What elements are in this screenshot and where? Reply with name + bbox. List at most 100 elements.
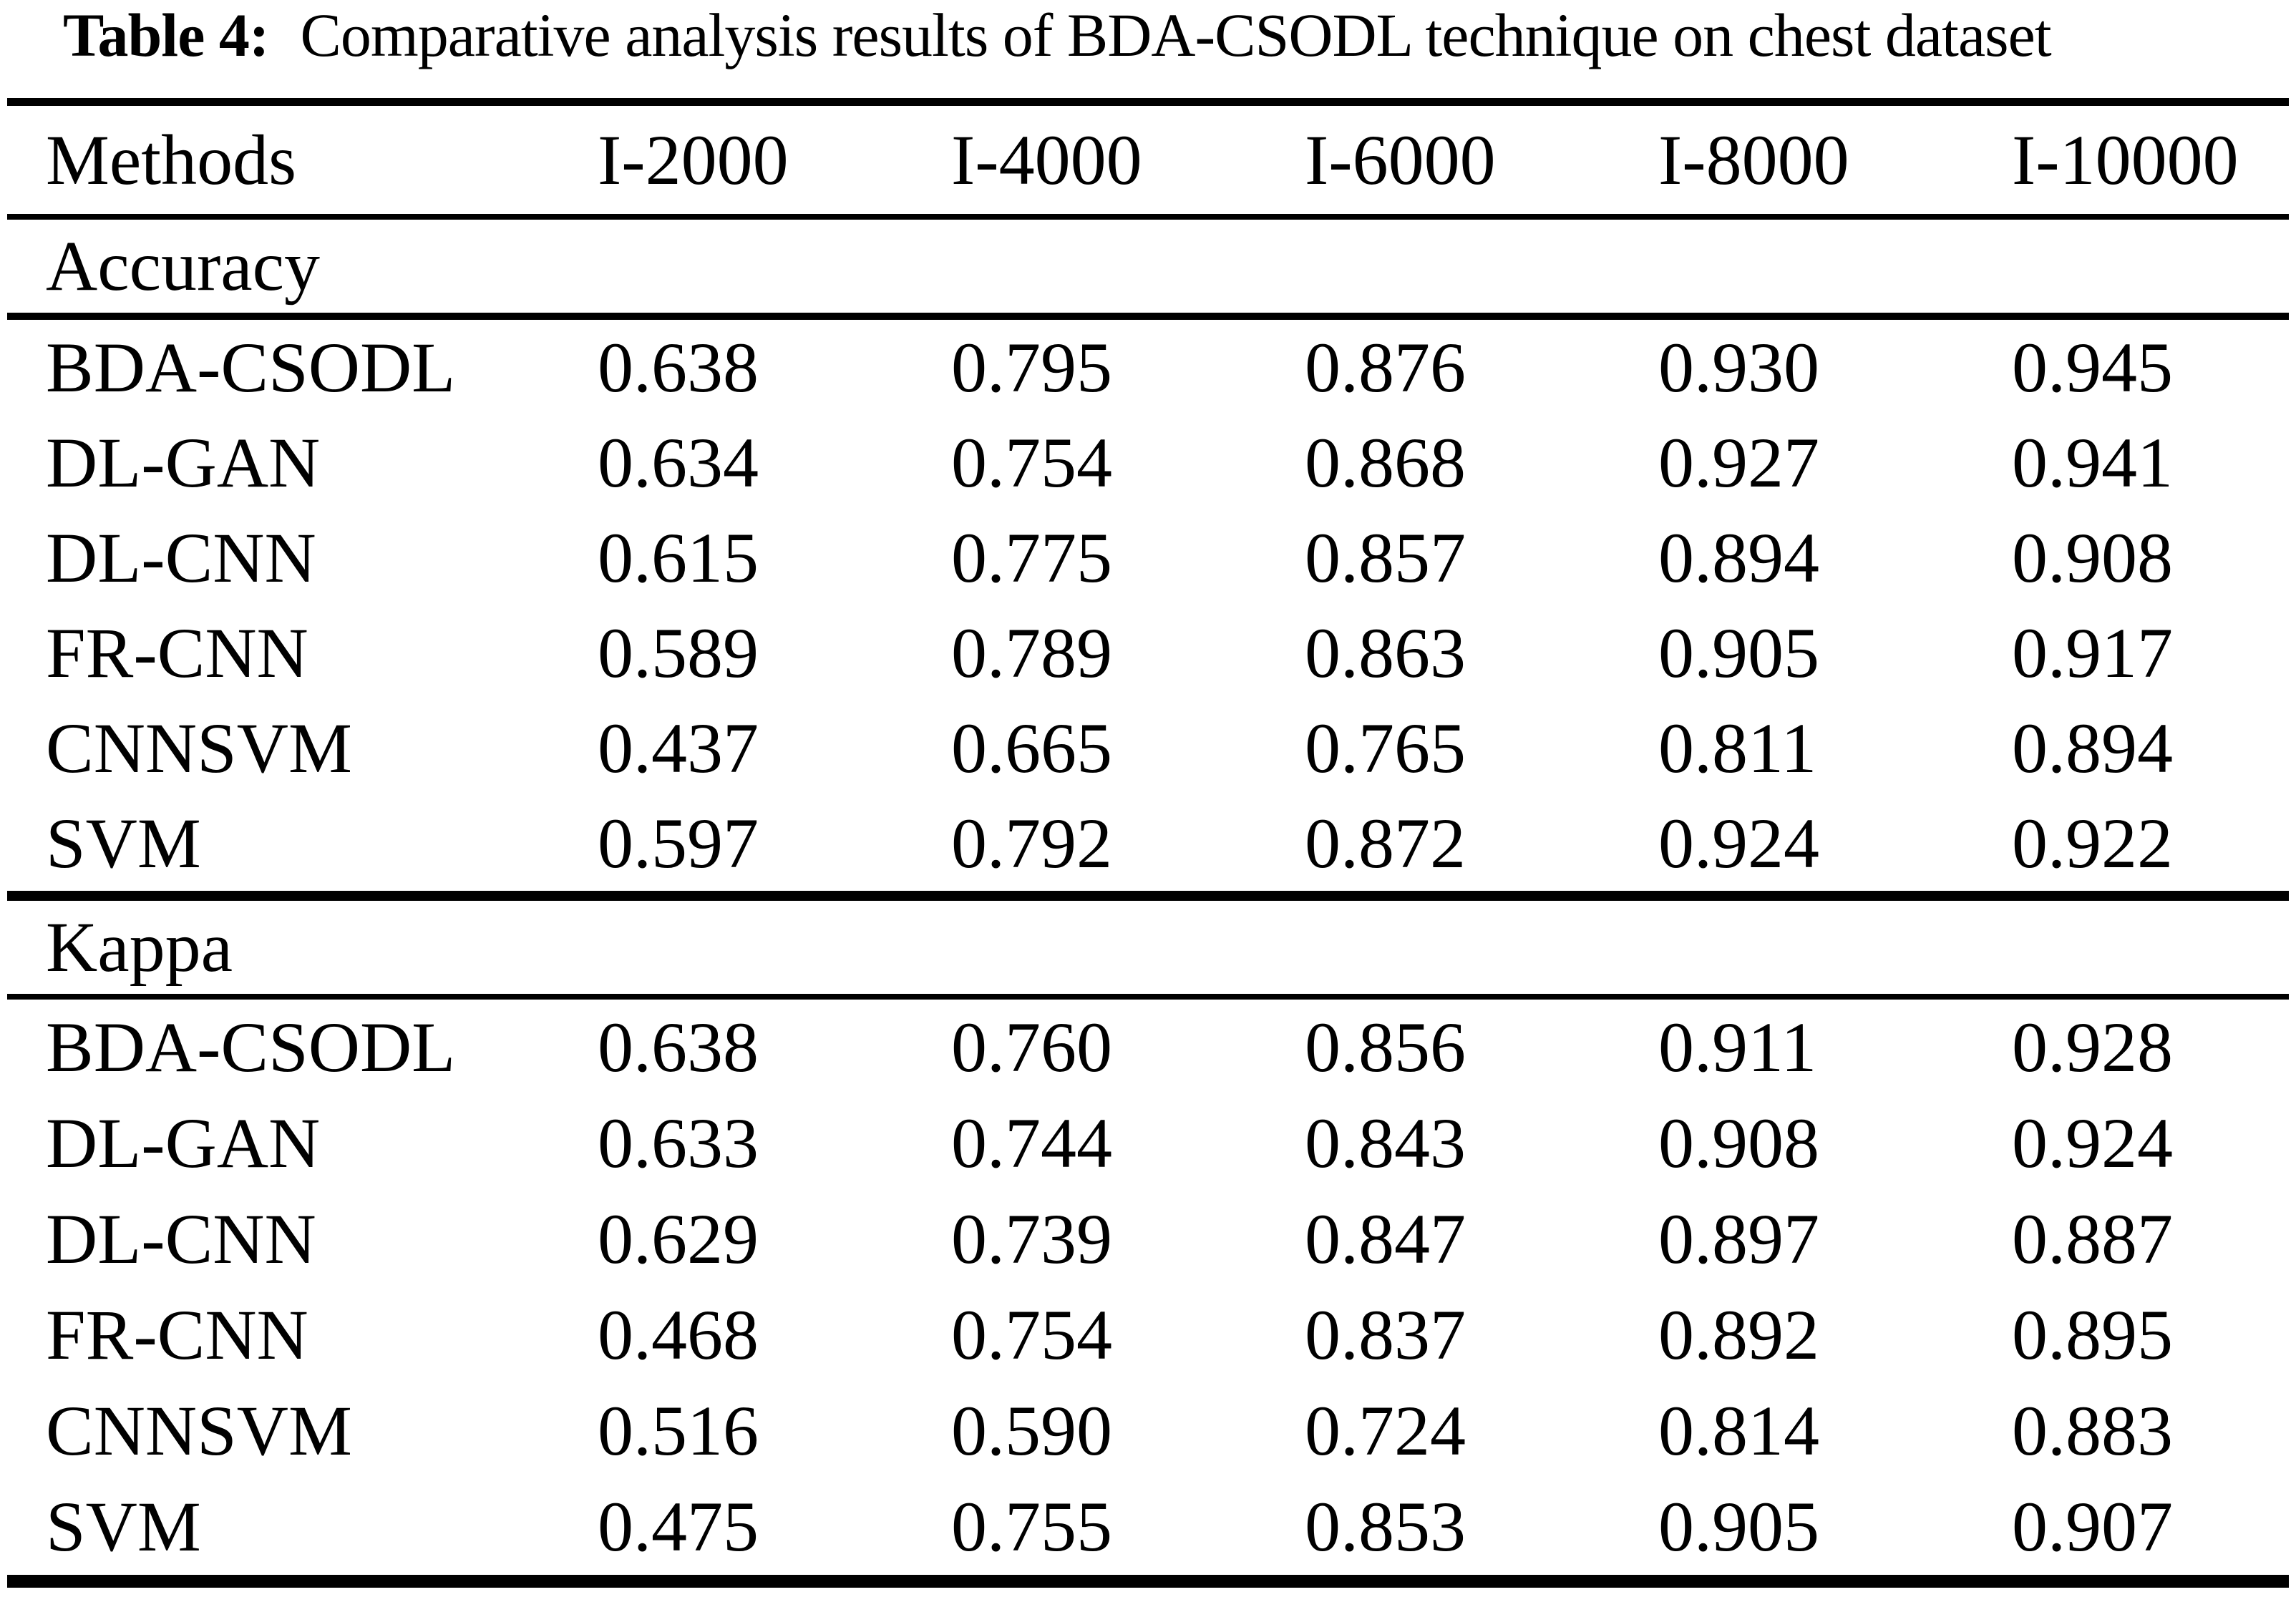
table-caption: Table 4: Comparative analysis results of …	[63, 1, 2052, 69]
table-row: CNNSVM 0.437 0.665 0.765 0.811 0.894	[7, 700, 2289, 796]
table-row: SVM 0.597 0.792 0.872 0.924 0.922	[7, 796, 2289, 896]
value-cell: 0.883	[2012, 1391, 2173, 1470]
value-cell: 0.895	[2012, 1295, 2173, 1374]
value-cell: 0.894	[2012, 708, 2173, 788]
value-cell: 0.857	[1305, 517, 1466, 597]
value-cell: 0.894	[1658, 517, 1819, 597]
table-row: CNNSVM 0.516 0.590 0.724 0.814 0.883	[7, 1383, 2289, 1479]
value-cell: 0.856	[1305, 1007, 1466, 1087]
value-cell: 0.755	[951, 1479, 1305, 1588]
method-cell: SVM	[7, 1479, 598, 1588]
method-cell: SVM	[46, 803, 201, 883]
value-cell: 0.789	[951, 612, 1112, 693]
value-cell: 0.475	[598, 1479, 951, 1588]
table-row: BDA-CSODL 0.638 0.760 0.856 0.911 0.928	[7, 997, 2289, 1095]
value-cell: 0.927	[1658, 422, 1819, 502]
value-cell: 0.930	[1658, 327, 1819, 407]
method-cell: CNNSVM	[46, 1391, 352, 1470]
table-row: BDA-CSODL 0.638 0.795 0.876 0.930 0.945	[7, 316, 2289, 415]
value-cell: 0.908	[1658, 1103, 1819, 1183]
table-row: DL-GAN 0.634 0.754 0.868 0.927 0.941	[7, 415, 2289, 510]
value-cell: 0.590	[951, 1391, 1112, 1470]
value-cell: 0.876	[1305, 327, 1466, 407]
method-cell: FR-CNN	[46, 1295, 308, 1374]
value-cell: 0.853	[1305, 1479, 1658, 1588]
table-caption-text: Comparative analysis results of BDA-CSOD…	[300, 1, 2052, 69]
method-cell: DL-GAN	[46, 1103, 321, 1183]
section-header-row-accuracy: Accuracy	[7, 217, 2289, 320]
value-cell: 0.897	[1658, 1199, 1819, 1279]
value-cell: 0.665	[951, 708, 1112, 788]
section-header-accuracy: Accuracy	[7, 217, 2289, 320]
column-header-i8000: I-8000	[1658, 98, 2012, 220]
column-header-i10000: I-10000	[2012, 98, 2289, 220]
value-cell: 0.775	[951, 517, 1112, 597]
value-cell: 0.814	[1658, 1391, 1819, 1470]
value-cell: 0.629	[598, 1199, 759, 1279]
value-cell: 0.754	[951, 422, 1112, 502]
value-cell: 0.638	[598, 1007, 759, 1087]
value-cell: 0.837	[1305, 1295, 1466, 1374]
value-cell: 0.917	[2012, 612, 2173, 693]
value-cell: 0.795	[951, 327, 1112, 407]
section-header-row-kappa: Kappa	[7, 891, 2289, 1000]
value-cell: 0.516	[598, 1391, 759, 1470]
value-cell: 0.633	[598, 1103, 759, 1183]
value-cell: 0.863	[1305, 612, 1466, 693]
method-cell: DL-CNN	[46, 517, 316, 597]
column-header-i2000: I-2000	[598, 98, 951, 220]
table-row: SVM 0.475 0.755 0.853 0.905 0.907	[7, 1479, 2289, 1588]
section-header-kappa: Kappa	[7, 891, 2289, 1000]
value-cell: 0.941	[2012, 422, 2173, 502]
method-cell: BDA-CSODL	[46, 1007, 456, 1087]
column-header-i4000: I-4000	[951, 98, 1305, 220]
value-cell: 0.468	[598, 1295, 759, 1374]
value-cell: 0.907	[2012, 1479, 2289, 1588]
value-cell: 0.843	[1305, 1103, 1466, 1183]
value-cell: 0.905	[1658, 612, 1819, 693]
column-header-row: Methods I-2000 I-4000 I-6000 I-8000 I-10…	[7, 98, 2289, 220]
value-cell: 0.892	[1658, 1295, 1819, 1374]
method-cell: DL-CNN	[46, 1199, 316, 1279]
table-row: DL-CNN 0.629 0.739 0.847 0.897 0.887	[7, 1191, 2289, 1287]
value-cell: 0.754	[951, 1295, 1112, 1374]
method-cell: BDA-CSODL	[46, 327, 456, 407]
value-cell: 0.811	[1658, 708, 1817, 788]
value-cell: 0.744	[951, 1103, 1112, 1183]
value-cell: 0.589	[598, 612, 759, 693]
value-cell: 0.597	[598, 803, 759, 883]
table-row: FR-CNN 0.468 0.754 0.837 0.892 0.895	[7, 1287, 2289, 1383]
method-cell: CNNSVM	[46, 708, 352, 788]
value-cell: 0.847	[1305, 1199, 1466, 1279]
value-cell: 0.887	[2012, 1199, 2173, 1279]
table-caption-label: Table 4:	[63, 1, 269, 69]
column-header-methods: Methods	[7, 98, 598, 220]
table-row: DL-GAN 0.633 0.744 0.843 0.908 0.924	[7, 1095, 2289, 1191]
value-cell: 0.924	[1658, 803, 1819, 883]
value-cell: 0.615	[598, 517, 759, 597]
table-row: DL-CNN 0.615 0.775 0.857 0.894 0.908	[7, 510, 2289, 605]
value-cell: 0.765	[1305, 708, 1466, 788]
value-cell: 0.924	[2012, 1103, 2173, 1183]
value-cell: 0.911	[1658, 1007, 1817, 1087]
method-cell: FR-CNN	[46, 612, 308, 693]
value-cell: 0.908	[2012, 517, 2173, 597]
value-cell: 0.922	[2012, 803, 2173, 883]
value-cell: 0.792	[951, 803, 1112, 883]
value-cell: 0.760	[951, 1007, 1112, 1087]
value-cell: 0.945	[2012, 327, 2173, 407]
value-cell: 0.868	[1305, 422, 1466, 502]
value-cell: 0.928	[2012, 1007, 2173, 1087]
column-header-i6000: I-6000	[1305, 98, 1658, 220]
value-cell: 0.872	[1305, 803, 1466, 883]
table-row: FR-CNN 0.589 0.789 0.863 0.905 0.917	[7, 605, 2289, 700]
value-cell: 0.905	[1658, 1479, 2012, 1588]
value-cell: 0.724	[1305, 1391, 1466, 1470]
method-cell: DL-GAN	[46, 422, 321, 502]
value-cell: 0.739	[951, 1199, 1112, 1279]
value-cell: 0.634	[598, 422, 759, 502]
value-cell: 0.638	[598, 327, 759, 407]
value-cell: 0.437	[598, 708, 759, 788]
results-table: Methods I-2000 I-4000 I-6000 I-8000 I-10…	[7, 98, 2289, 1588]
